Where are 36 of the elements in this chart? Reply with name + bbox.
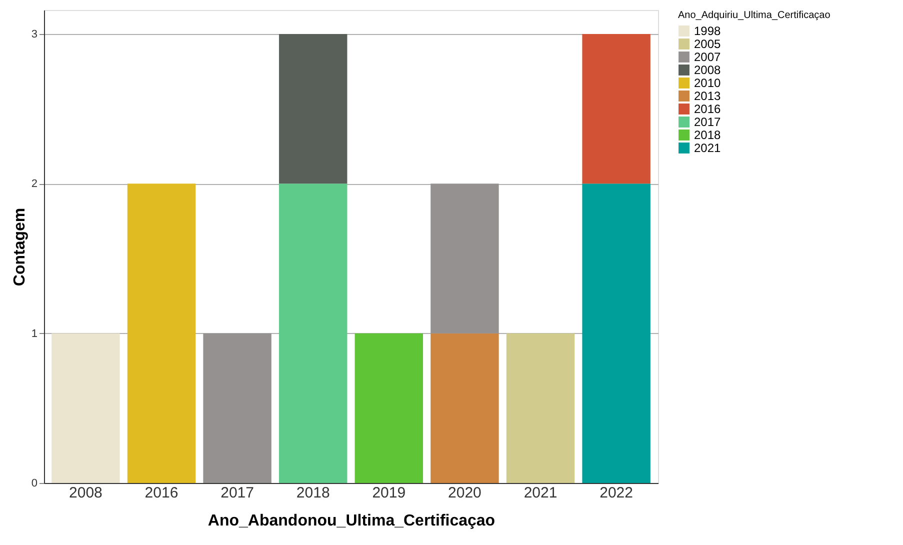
bar [278, 34, 348, 184]
bar [203, 333, 272, 483]
legend-title: Ano_Adquiriu_Ultima_Certificaçao [678, 10, 831, 21]
bar [582, 184, 650, 483]
bar [430, 184, 499, 334]
x-tick-label: 2020 [448, 484, 482, 502]
y-tick-label: 1 [31, 328, 38, 340]
legend-label: 2007 [694, 50, 722, 64]
x-axis-title: Ano_Abandonou_Ultima_Certificaçao [208, 512, 496, 530]
y-axis-title: Contagem [11, 208, 28, 286]
legend-label: 1998 [694, 24, 722, 38]
y-tick-label: 0 [31, 478, 38, 490]
x-tick-label: 2022 [600, 484, 633, 502]
x-tick-label: 2016 [144, 484, 178, 502]
legend-label: 2010 [694, 76, 722, 90]
y-tick-label: 2 [31, 178, 38, 190]
bar [278, 184, 348, 483]
legend-label: 2017 [694, 115, 722, 129]
legend-label: 2013 [694, 89, 722, 103]
legend-label: 2021 [694, 141, 722, 155]
x-tick-label: 2018 [296, 484, 330, 502]
bar [52, 333, 120, 483]
x-tick-label: 2017 [220, 484, 254, 502]
legend-label: 2016 [694, 102, 722, 116]
legend-label: 2018 [694, 128, 722, 142]
legend-label: 2008 [694, 63, 722, 77]
bar [506, 333, 575, 483]
y-tick-label: 3 [31, 28, 38, 40]
x-tick-label: 2021 [524, 484, 558, 502]
bar [127, 184, 196, 483]
bar [354, 333, 424, 483]
x-tick-label: 2019 [372, 484, 406, 502]
bar [582, 34, 650, 184]
bar [430, 333, 499, 483]
x-tick-label: 2008 [69, 484, 102, 502]
legend-label: 2005 [694, 37, 722, 51]
